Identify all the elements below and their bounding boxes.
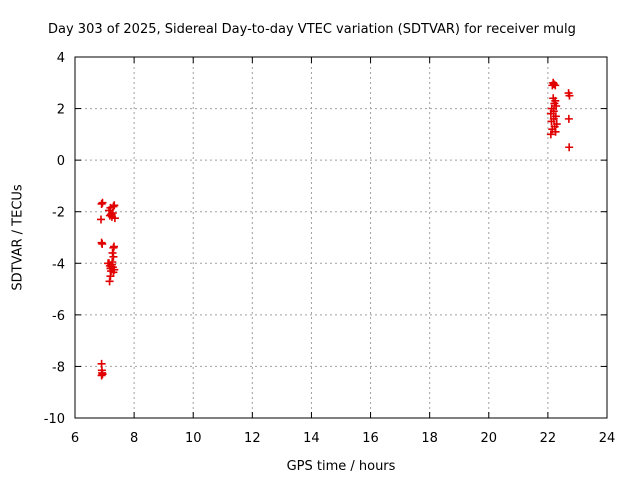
y-axis-title: SDTVAR / TECUs: [11, 184, 26, 291]
data-point: [105, 211, 114, 220]
data-point: [549, 80, 558, 89]
data-point: [110, 201, 119, 210]
data-point: [551, 112, 560, 121]
data-point: [98, 198, 107, 207]
x-tick-label: 14: [303, 431, 320, 446]
y-tick-label: 0: [57, 154, 65, 169]
y-tick-label: 2: [57, 103, 65, 118]
data-point: [546, 130, 555, 139]
y-tick-label: -2: [52, 206, 65, 221]
data-point: [564, 114, 573, 123]
data-point: [105, 277, 114, 286]
x-axis: 6 8 10 12 14 16 18 20 22 24: [71, 57, 615, 446]
chart-title: Day 303 of 2025, Sidereal Day-to-day VTE…: [48, 22, 576, 37]
data-point: [552, 120, 561, 129]
data-points: [97, 78, 574, 380]
y-tick-label: -6: [52, 309, 65, 324]
data-point: [110, 265, 119, 274]
data-point: [106, 272, 115, 281]
data-point: [108, 248, 117, 257]
data-point: [97, 371, 106, 380]
grid: [75, 57, 607, 418]
data-point: [551, 81, 560, 90]
x-tick-label: 12: [244, 431, 261, 446]
data-point: [97, 199, 106, 208]
data-point: [109, 252, 118, 261]
data-point: [104, 259, 113, 268]
data-point: [565, 91, 574, 100]
x-tick-label: 20: [481, 431, 498, 446]
x-axis-title: GPS time / hours: [287, 459, 396, 474]
data-point: [98, 370, 107, 379]
x-tick-label: 18: [421, 431, 438, 446]
data-point: [110, 242, 119, 251]
data-point: [549, 107, 558, 116]
x-tick-label: 16: [362, 431, 379, 446]
y-axis: -10 -8 -6 -4 -2 0 2 4: [44, 51, 607, 427]
y-tick-label: -10: [44, 412, 65, 427]
x-tick-label: 24: [599, 431, 616, 446]
x-tick-label: 22: [540, 431, 557, 446]
data-point: [110, 214, 119, 223]
plot-frame: [74, 56, 608, 419]
x-tick-label: 8: [130, 431, 138, 446]
data-point: [98, 239, 107, 248]
y-tick-label: -4: [52, 257, 65, 272]
data-point: [552, 101, 561, 110]
data-point: [551, 127, 560, 136]
y-tick-label: -8: [52, 360, 65, 375]
y-tick-label: 4: [57, 51, 65, 66]
data-point: [108, 257, 117, 266]
x-tick-label: 6: [71, 431, 79, 446]
data-point: [549, 94, 558, 103]
x-tick-label: 10: [185, 431, 202, 446]
data-point: [97, 215, 106, 224]
data-point: [565, 143, 574, 152]
